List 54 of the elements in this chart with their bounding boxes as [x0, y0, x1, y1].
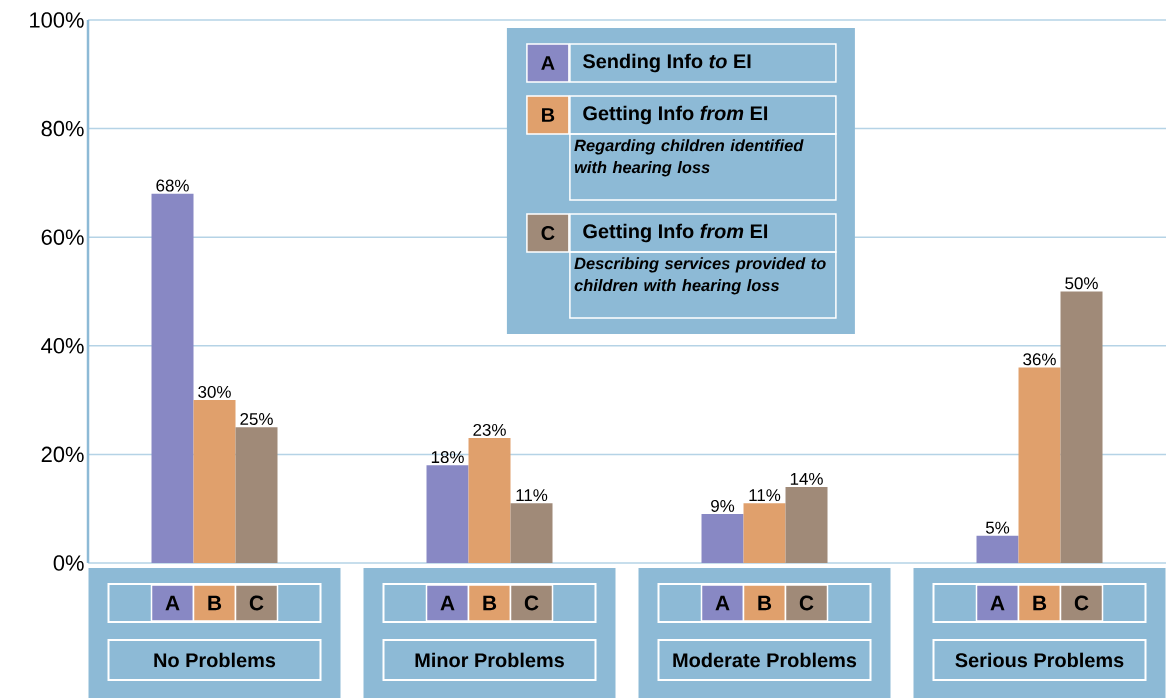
bar [426, 465, 469, 563]
bar [235, 427, 278, 563]
annotation: C [541, 225, 555, 241]
data-label: 68% [156, 179, 189, 192]
text: B [1033, 595, 1047, 611]
data-label: 30% [198, 385, 231, 398]
data-label: 9% [711, 499, 735, 512]
data-label: 18% [431, 451, 464, 464]
text: A [440, 595, 455, 611]
text: B [208, 595, 222, 611]
x-tick-label: No Problems [154, 652, 276, 668]
y-tick-label: 0% [53, 555, 84, 571]
y-tick-label: 100% [30, 12, 84, 28]
y-tick-label: 40% [41, 338, 84, 354]
legend-label: Getting Info from EI [583, 105, 768, 125]
bar [510, 503, 553, 563]
text: A [715, 595, 730, 611]
text: C [524, 595, 539, 611]
bar [1060, 291, 1103, 563]
annotation: B [542, 108, 555, 122]
text: C [249, 595, 264, 611]
x-tick-label: Serious Problems [955, 652, 1124, 668]
data-label: 23% [473, 423, 506, 436]
bar [1018, 367, 1061, 563]
text: C [1074, 595, 1089, 611]
y-tick-label: 20% [41, 446, 84, 463]
annotation: Regarding children identified with hearing loss [574, 139, 804, 177]
text: B [483, 595, 497, 611]
annotation: Describing services provided to children with hearing loss [574, 257, 826, 295]
x-tick-label: Minor Problems [415, 652, 564, 668]
legend-label: Sending Info to EI [583, 53, 751, 73]
y-tick-label: 80% [41, 120, 84, 137]
legend-label: Getting Info from EI [583, 223, 768, 243]
bar [151, 193, 194, 563]
bar [468, 438, 511, 563]
x-tick-label: Moderate Problems [673, 652, 857, 668]
y-tick-label: 60% [41, 229, 84, 245]
data-label: 11% [749, 489, 781, 502]
data-label: 25% [240, 413, 273, 426]
text: A [165, 595, 180, 611]
data-label: 50% [1065, 277, 1098, 290]
bar [701, 514, 744, 563]
text: A [990, 595, 1005, 611]
data-label: 14% [790, 472, 823, 485]
data-label: 5% [985, 521, 1010, 534]
text: C [799, 595, 814, 611]
bar [785, 486, 828, 563]
annotation: A [541, 56, 555, 70]
bar [976, 535, 1019, 563]
data-label: 11% [516, 489, 548, 502]
bar [193, 400, 236, 563]
bar [743, 503, 786, 563]
text: B [758, 595, 772, 611]
data-label: 36% [1023, 353, 1056, 366]
